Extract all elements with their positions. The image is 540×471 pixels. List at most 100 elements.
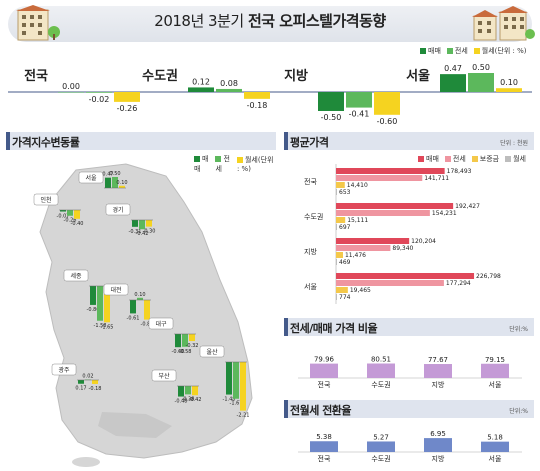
avg-bar xyxy=(336,273,475,279)
map-region-badge xyxy=(51,363,77,376)
conversion-chart: 5.38 전국 5.27 수도권 6.95 지방 5.18 서울 xyxy=(298,430,522,463)
conversion-bar xyxy=(481,441,509,452)
top-legend: 매매 전세 월세(단위 : %) xyxy=(420,46,526,56)
map-bar xyxy=(60,210,66,212)
price-index-title: 가격지수변동률 xyxy=(12,136,80,149)
map-bar xyxy=(92,380,98,384)
building-left-icon xyxy=(16,5,60,41)
panel-header xyxy=(284,132,534,150)
map-legend: 매매 전세 월세(단위 : %) xyxy=(194,155,274,173)
avg-bar-label: 774 xyxy=(339,294,351,301)
map-bar-label: -0.07 xyxy=(57,214,70,220)
summary-bar xyxy=(216,88,242,92)
summary-bar-label: -0.18 xyxy=(247,101,268,110)
ratio-category-label: 지방 xyxy=(432,380,445,389)
conversion-bar-label: 5.27 xyxy=(373,433,389,441)
map-region-name: 세종 xyxy=(70,272,82,280)
ratio-bar-label: 77.67 xyxy=(428,356,448,364)
map-region-badge xyxy=(151,369,177,382)
summary-region-label: 지방 xyxy=(284,68,308,84)
avg-bar xyxy=(336,168,445,174)
map-bar-label: 0.10 xyxy=(116,180,127,186)
map-region-badge xyxy=(63,269,89,282)
summary-region-label: 수도권 xyxy=(142,69,178,84)
map-bar xyxy=(78,380,84,384)
map-region-name: 울산 xyxy=(206,348,218,356)
avg-bar xyxy=(336,252,343,258)
avg-bar-label: 89,340 xyxy=(392,245,413,252)
map-bar xyxy=(178,386,184,397)
avg-price-legend: 매매 전세 보증금 월세 xyxy=(418,154,526,164)
avg-bar-label: 11,476 xyxy=(345,252,366,259)
map-bar xyxy=(175,334,181,348)
conversion-bar xyxy=(424,438,452,452)
map-bar-label: 0.02 xyxy=(82,374,93,380)
ratio-category-label: 서울 xyxy=(489,380,502,389)
map-region-name: 인천 xyxy=(40,196,51,204)
avg-category-label: 수도권 xyxy=(304,213,323,221)
summary-bar xyxy=(188,87,214,92)
page-title: 2018년 3분기 전국 오피스텔가격동향 xyxy=(154,12,386,30)
conversion-bar-label: 5.18 xyxy=(487,434,503,442)
conversion-category-label: 지방 xyxy=(432,454,445,463)
map-bar-label: -0.89 xyxy=(141,322,154,328)
ratio-category-label: 수도권 xyxy=(371,381,390,389)
legend-label: 매매 xyxy=(428,47,441,55)
avg-bar-label: 14,410 xyxy=(347,182,368,189)
map-bar-label: 0.10 xyxy=(134,292,145,298)
map-region-name: 서울 xyxy=(85,174,97,182)
panel-header xyxy=(284,318,534,336)
conversion-bar-label: 6.95 xyxy=(430,430,446,438)
map-region-badge xyxy=(78,171,104,184)
map-bar xyxy=(90,286,96,305)
ratio-category-label: 전국 xyxy=(318,380,331,389)
avg-bar-label: 19,465 xyxy=(350,287,371,294)
map-bar xyxy=(185,386,191,395)
map-bar xyxy=(192,386,198,396)
map-bar-label: -0.18 xyxy=(89,386,102,392)
avg-bar-label: 697 xyxy=(339,224,351,231)
summary-bar-label: 0.08 xyxy=(220,79,238,88)
conversion-bar xyxy=(310,441,338,452)
avg-bar xyxy=(336,259,337,265)
ratio-bar xyxy=(367,363,395,378)
map-bar xyxy=(226,362,232,395)
ratio-title: 전세/매매 가격 비율 xyxy=(290,322,378,335)
map-bar-label: -0.42 xyxy=(189,397,202,403)
avg-bar-label: 154,231 xyxy=(432,210,457,217)
map-bar xyxy=(182,334,188,347)
map-bar-label: -0.30 xyxy=(143,229,156,235)
map-bar-label: -0.48 xyxy=(175,399,188,405)
map-bar-label: -0.42 xyxy=(136,231,149,237)
conversion-title: 전월세 전환율 xyxy=(290,404,352,417)
legend-swatch-jeonse xyxy=(446,48,453,54)
summary-region-label: 서울 xyxy=(406,68,430,84)
legend-swatch-monthly xyxy=(473,48,480,54)
map-bar xyxy=(97,286,103,321)
summary-bar-label: 0.12 xyxy=(192,77,210,86)
map-region-name: 광주 xyxy=(58,367,70,374)
summary-region-label: 전국 xyxy=(24,68,48,84)
avg-bar-label: 177,294 xyxy=(446,280,471,287)
map-bar xyxy=(119,185,125,188)
ratio-bar-label: 79.15 xyxy=(485,356,505,364)
map-region-badge xyxy=(33,193,59,206)
summary-bar xyxy=(440,74,466,92)
summary-bar-label: 0.00 xyxy=(62,82,80,91)
map-bar xyxy=(74,210,80,219)
map-bar-label: -1.65 xyxy=(101,324,114,330)
avg-bar xyxy=(336,245,391,251)
summary-bar xyxy=(468,73,494,92)
map-region-badge xyxy=(199,345,225,358)
map-bar-label: 0.50 xyxy=(109,171,120,177)
ratio-bar xyxy=(310,363,338,378)
summary-bar-label: -0.26 xyxy=(117,104,138,113)
conversion-panel: 전월세 전환율 단위:% 5.38 전국 5.27 수도권 6.95 지방 5.18 서울 xyxy=(284,400,534,468)
map-bar xyxy=(240,362,246,411)
summary-bar xyxy=(496,88,522,92)
map-bar-label: -0.26 xyxy=(64,218,77,224)
summary-bar xyxy=(58,92,84,93)
map-region-badge xyxy=(148,317,174,330)
